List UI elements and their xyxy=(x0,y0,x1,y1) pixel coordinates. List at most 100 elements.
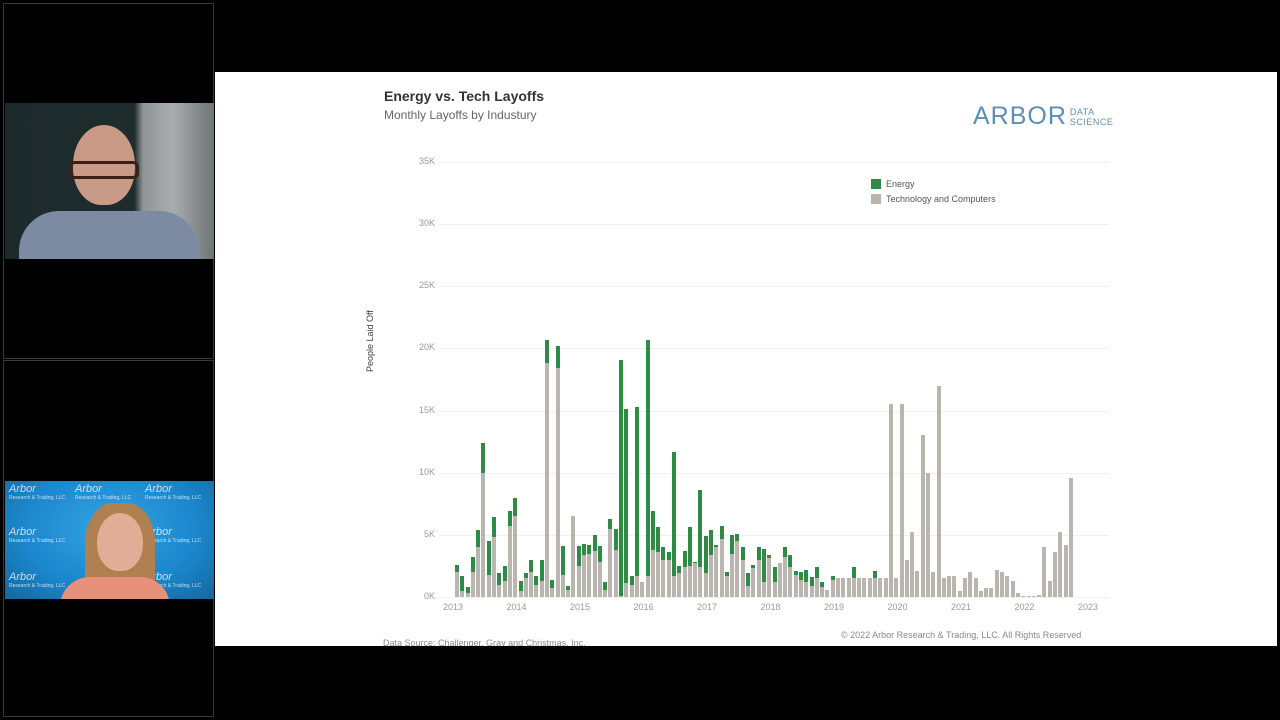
bar-month[interactable] xyxy=(777,563,782,597)
bar-month[interactable] xyxy=(502,565,507,597)
bar-month[interactable] xyxy=(936,385,941,597)
bar-month[interactable] xyxy=(671,451,676,597)
bar-month[interactable] xyxy=(989,588,994,597)
bar-month[interactable] xyxy=(507,511,512,597)
bar-month[interactable] xyxy=(761,548,766,597)
bar-month[interactable] xyxy=(788,554,793,597)
bar-month[interactable] xyxy=(915,570,920,597)
participant-tile-1[interactable] xyxy=(3,3,214,359)
bar-month[interactable] xyxy=(894,578,899,597)
bar-month[interactable] xyxy=(656,527,661,597)
bar-month[interactable] xyxy=(746,573,751,597)
bar-month[interactable] xyxy=(851,567,856,597)
bar-month[interactable] xyxy=(984,588,989,597)
bar-month[interactable] xyxy=(592,534,597,597)
bar-month[interactable] xyxy=(497,573,502,597)
bar-month[interactable] xyxy=(677,565,682,597)
bar-month[interactable] xyxy=(560,546,565,597)
bar-month[interactable] xyxy=(650,511,655,597)
bar-month[interactable] xyxy=(730,534,735,597)
bar-month[interactable] xyxy=(534,575,539,597)
bar-month[interactable] xyxy=(910,532,915,597)
bar-month[interactable] xyxy=(682,551,687,597)
bar-month[interactable] xyxy=(867,578,872,597)
bar-month[interactable] xyxy=(555,345,560,597)
bar-month[interactable] xyxy=(1037,594,1042,597)
bar-month[interactable] xyxy=(481,442,486,597)
bar-month[interactable] xyxy=(1047,580,1052,597)
bar-month[interactable] xyxy=(492,517,497,597)
bar-month[interactable] xyxy=(841,578,846,597)
bar-month[interactable] xyxy=(820,582,825,597)
bar-month[interactable] xyxy=(603,582,608,597)
bar-month[interactable] xyxy=(455,564,459,597)
bar-month[interactable] xyxy=(830,575,835,597)
bar-month[interactable] xyxy=(486,541,491,597)
bar-month[interactable] xyxy=(719,526,724,597)
bar-month[interactable] xyxy=(470,557,475,597)
bar-month[interactable] xyxy=(1068,477,1073,597)
bar-month[interactable] xyxy=(904,559,909,597)
bar-month[interactable] xyxy=(714,544,719,597)
bar-month[interactable] xyxy=(661,547,666,597)
bar-month[interactable] xyxy=(1026,595,1031,597)
bar-month[interactable] xyxy=(476,529,481,597)
bar-month[interactable] xyxy=(740,547,745,597)
bar-month[interactable] xyxy=(645,339,650,597)
bar-month[interactable] xyxy=(883,578,888,597)
bar-month[interactable] xyxy=(978,590,983,597)
bar-month[interactable] xyxy=(793,570,798,597)
bar-month[interactable] xyxy=(587,544,592,597)
bar-month[interactable] xyxy=(931,572,936,597)
bar-month[interactable] xyxy=(1058,532,1063,597)
bar-month[interactable] xyxy=(693,562,698,597)
bar-month[interactable] xyxy=(703,536,708,597)
bar-month[interactable] xyxy=(814,567,819,597)
bar-month[interactable] xyxy=(772,567,777,597)
bar-month[interactable] xyxy=(550,579,555,597)
bar-month[interactable] xyxy=(888,404,893,597)
bar-month[interactable] xyxy=(878,578,883,597)
bar-month[interactable] xyxy=(994,569,999,597)
bar-month[interactable] xyxy=(963,578,967,597)
bar-month[interactable] xyxy=(899,404,904,597)
bar-month[interactable] xyxy=(873,570,878,597)
bar-month[interactable] xyxy=(687,527,692,597)
bar-month[interactable] xyxy=(608,518,613,597)
bar-month[interactable] xyxy=(825,589,830,597)
bar-month[interactable] xyxy=(783,547,788,597)
bar-month[interactable] xyxy=(809,577,814,597)
bar-month[interactable] xyxy=(576,546,581,597)
bar-month[interactable] xyxy=(968,572,973,597)
bar-month[interactable] xyxy=(735,533,740,597)
bar-month[interactable] xyxy=(698,490,703,597)
bar-month[interactable] xyxy=(836,578,840,597)
bar-month[interactable] xyxy=(597,546,602,597)
bar-month[interactable] xyxy=(529,559,534,597)
bar-month[interactable] xyxy=(862,578,867,597)
bar-month[interactable] xyxy=(634,406,639,597)
bar-month[interactable] xyxy=(613,528,618,597)
bar-month[interactable] xyxy=(804,569,809,597)
bar-month[interactable] xyxy=(1052,552,1057,597)
bar-month[interactable] xyxy=(798,572,803,597)
bar-month[interactable] xyxy=(724,572,729,597)
participant-tile-2[interactable]: Arbor Research & Trading, LLC Arbor Resear… xyxy=(3,360,214,717)
bar-month[interactable] xyxy=(544,339,549,597)
bar-month[interactable] xyxy=(1042,547,1047,597)
bar-month[interactable] xyxy=(751,564,756,597)
bar-month[interactable] xyxy=(920,435,925,597)
bar-month[interactable] xyxy=(640,582,645,597)
bar-month[interactable] xyxy=(947,575,952,597)
bar-month[interactable] xyxy=(513,497,518,597)
bar-month[interactable] xyxy=(465,587,470,597)
bar-month[interactable] xyxy=(666,552,671,597)
bar-month[interactable] xyxy=(709,529,713,597)
bar-month[interactable] xyxy=(629,575,634,597)
bar-month[interactable] xyxy=(1010,580,1015,597)
bar-month[interactable] xyxy=(624,409,629,597)
bar-month[interactable] xyxy=(767,554,772,597)
bar-month[interactable] xyxy=(571,516,576,597)
bar-month[interactable] xyxy=(523,573,528,597)
bar-month[interactable] xyxy=(952,575,957,597)
